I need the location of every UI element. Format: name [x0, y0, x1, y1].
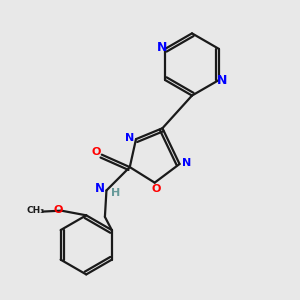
Text: N: N [182, 158, 191, 168]
Text: O: O [54, 205, 63, 215]
Text: O: O [92, 147, 101, 157]
Text: H: H [111, 188, 120, 198]
Text: N: N [217, 74, 227, 87]
Text: CH₃: CH₃ [27, 206, 45, 215]
Text: O: O [152, 184, 161, 194]
Text: N: N [157, 41, 167, 54]
Text: N: N [94, 182, 105, 195]
Text: N: N [124, 133, 134, 142]
